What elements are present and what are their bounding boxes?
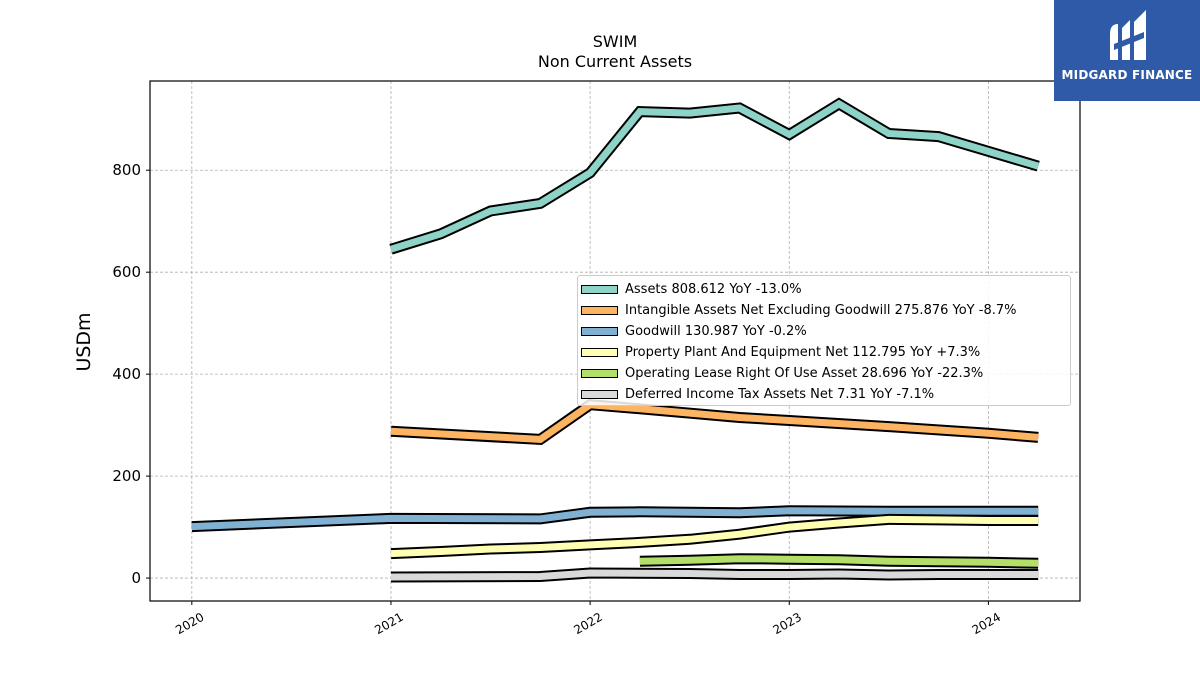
logo-text: MIDGARD FINANCE: [1061, 68, 1193, 82]
x-tick-label: 2022: [571, 610, 604, 637]
legend-label: Goodwill 130.987 YoY -0.2%: [625, 324, 807, 339]
series-line-assets: [389, 99, 1040, 253]
x-tick-label: 2024: [970, 610, 1003, 637]
legend-swatch: [581, 369, 618, 378]
x-tick-label: 2023: [771, 610, 804, 637]
legend-swatch: [581, 285, 618, 294]
y-axis-label: USDm: [73, 312, 95, 372]
plot-frame: [149, 80, 1081, 602]
legend-item-deferred-tax: Deferred Income Tax Assets Net 7.31 YoY …: [578, 384, 1070, 405]
legend-item-assets: Assets 808.612 YoY -13.0%: [578, 279, 1070, 300]
y-tick-label: 0: [131, 569, 141, 587]
legend-item-operating-lease: Operating Lease Right Of Use Asset 28.69…: [578, 363, 1070, 384]
legend-swatch: [581, 390, 618, 399]
series-line-property-plant-and-equipment-net: [390, 515, 1039, 558]
legend-swatch: [581, 306, 618, 315]
midgard-finance-logo: MIDGARD FINANCE: [1054, 0, 1200, 101]
legend-label: Intangible Assets Net Excluding Goodwill…: [625, 303, 1017, 318]
legend-label: Deferred Income Tax Assets Net 7.31 YoY …: [625, 387, 935, 402]
x-tick-label: 2020: [173, 610, 206, 637]
series-line-intangible-assets-net-excluding-goodwill: [390, 401, 1039, 443]
y-tick-label: 800: [112, 161, 141, 179]
legend-item-ppe: Property Plant And Equipment Net 112.795…: [578, 342, 1070, 363]
series-line-operating-lease-right-of-use-asset: [639, 555, 1039, 567]
chart-title: SWIM: [592, 32, 638, 51]
y-tick-label: 400: [112, 365, 141, 383]
legend-label: Assets 808.612 YoY -13.0%: [625, 282, 802, 297]
series-line-deferred-income-tax-assets-net: [390, 569, 1039, 581]
legend-label: Operating Lease Right Of Use Asset 28.69…: [625, 366, 984, 381]
series-outline-assets: [389, 97, 1040, 255]
series-line-goodwill: [191, 507, 1039, 531]
logo-mark-icon: [1110, 10, 1146, 60]
x-tick-label: 2021: [372, 610, 405, 637]
legend-swatch: [581, 327, 618, 336]
y-tick-label: 600: [112, 263, 141, 281]
legend-item-goodwill: Goodwill 130.987 YoY -0.2%: [578, 321, 1070, 342]
legend: Assets 808.612 YoY -13.0% Intangible Ass…: [577, 275, 1071, 406]
chart-subtitle: Non Current Assets: [537, 52, 693, 71]
legend-item-intangible-assets: Intangible Assets Net Excluding Goodwill…: [578, 300, 1070, 321]
legend-label: Property Plant And Equipment Net 112.795…: [625, 345, 981, 360]
legend-swatch: [581, 348, 618, 357]
y-tick-label: 200: [112, 467, 141, 485]
